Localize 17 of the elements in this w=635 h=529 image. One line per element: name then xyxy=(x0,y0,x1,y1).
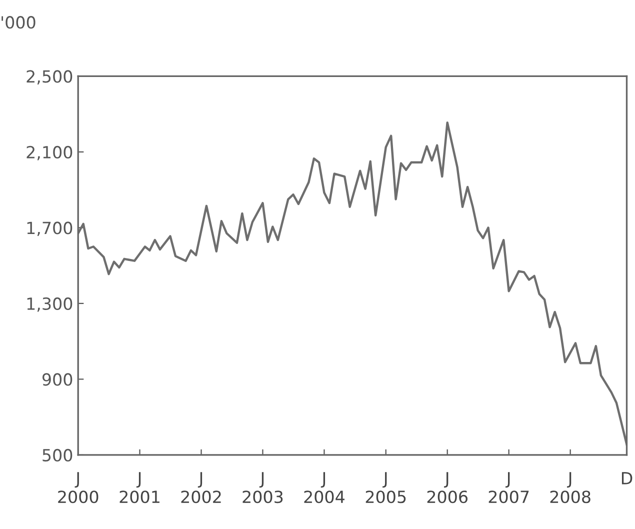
x-tick-label: J 2006 xyxy=(427,472,468,504)
x-tick-label: D xyxy=(622,472,632,484)
x-tick-label: J 2002 xyxy=(181,472,221,504)
x-tick-label: J 2003 xyxy=(242,472,283,504)
y-tick-label: 500 xyxy=(42,448,72,462)
y-tick-label: 1,300 xyxy=(27,297,72,312)
y-tick-label: 900 xyxy=(42,373,72,386)
x-tick-label: J 2000 xyxy=(58,472,98,504)
y-tick-label: 2,500 xyxy=(26,70,72,84)
x-tick-label: J 2004 xyxy=(304,472,344,504)
y-axis-title: '000 xyxy=(2,16,36,29)
x-tick-label: J 2005 xyxy=(366,472,406,504)
y-tick-label: 1,700 xyxy=(27,222,72,236)
x-tick-label: J 2001 xyxy=(120,472,160,504)
y-tick-label: 2,100 xyxy=(26,146,72,160)
x-tick-label: J 2007 xyxy=(488,472,529,504)
x-tick-label: J 2008 xyxy=(550,472,590,504)
